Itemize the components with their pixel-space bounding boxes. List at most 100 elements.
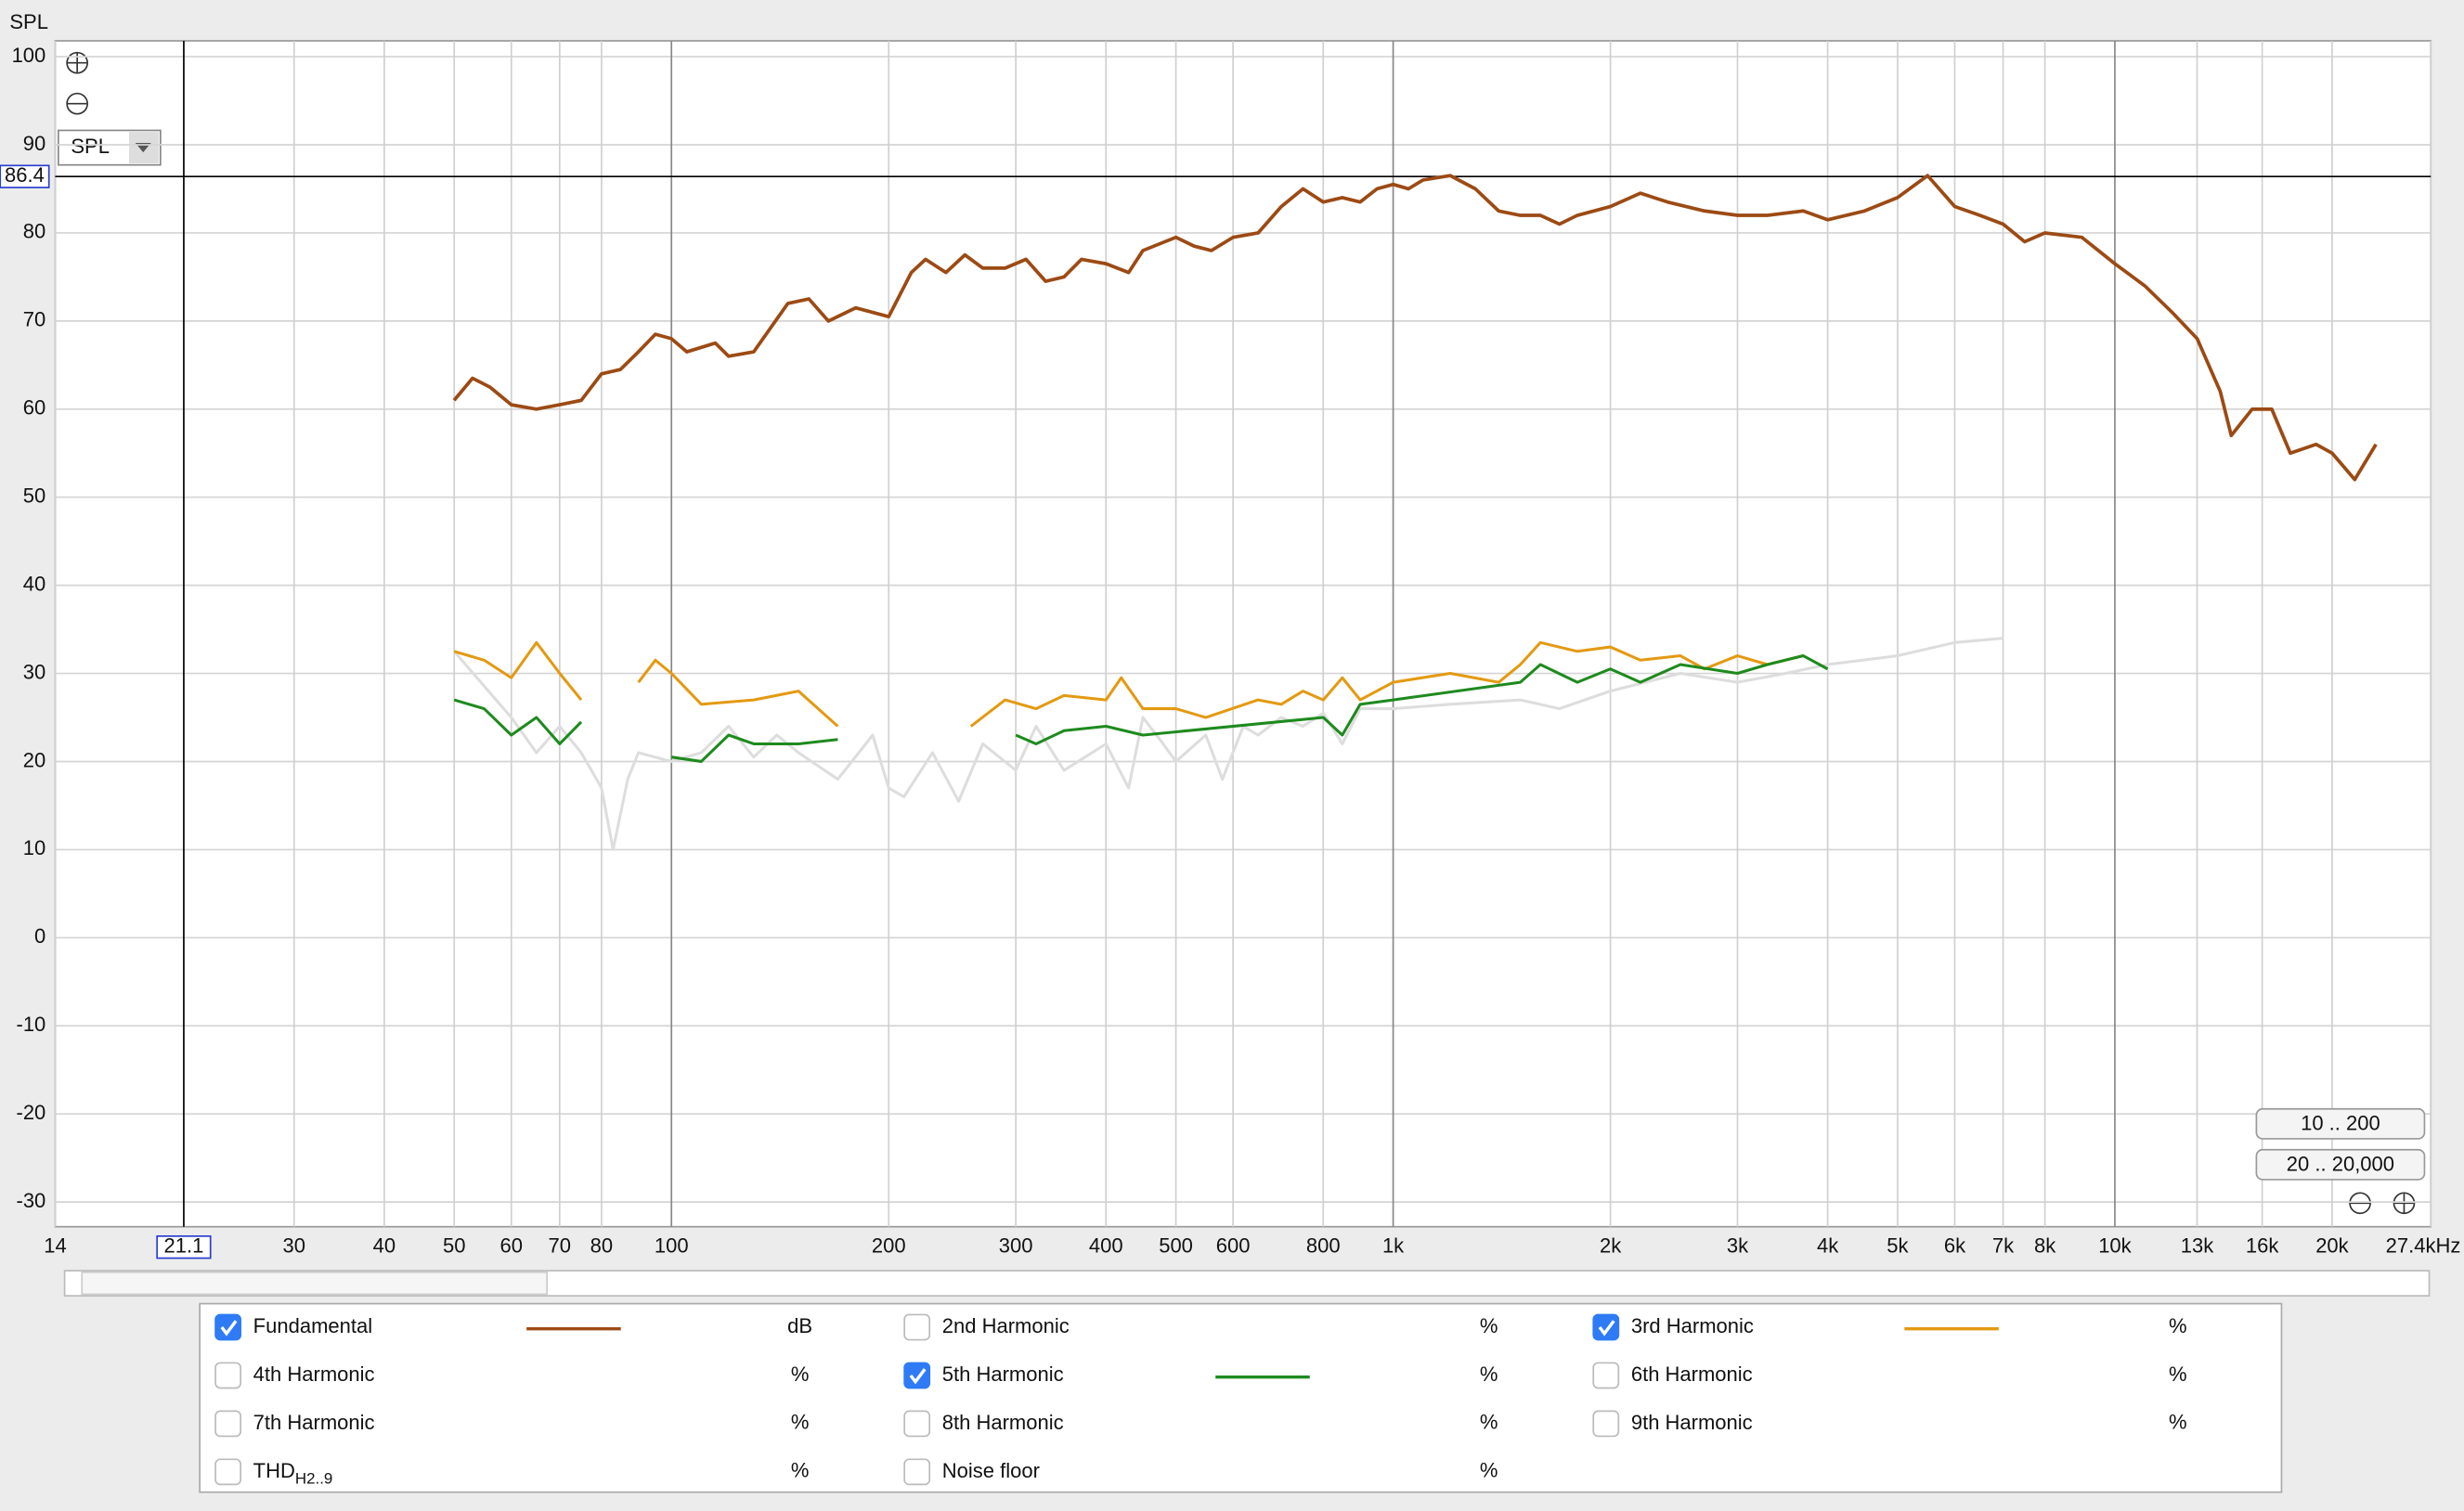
zoom-out[interactable] xyxy=(66,92,88,115)
y-tick-label: 80 xyxy=(23,220,45,243)
x-tick-label: 70 xyxy=(549,1234,571,1258)
x-tick-label: 50 xyxy=(443,1234,465,1258)
legend-unit: % xyxy=(1480,1459,1498,1482)
legend-label[interactable]: Noise floor xyxy=(942,1459,1040,1482)
legend-unit: % xyxy=(791,1411,810,1434)
legend-label-text: 5th Harmonic xyxy=(942,1362,1064,1386)
legend-checkbox[interactable] xyxy=(903,1410,931,1438)
legend-checkbox[interactable] xyxy=(1592,1410,1620,1438)
x-tick-label: 30 xyxy=(283,1234,305,1258)
legend-unit: % xyxy=(2169,1411,2187,1434)
legend-label[interactable]: 9th Harmonic xyxy=(1631,1411,1753,1434)
x-tick-label: 2k xyxy=(1600,1234,1622,1258)
y-tick-label: 30 xyxy=(23,660,45,683)
legend-label[interactable]: 3rd Harmonic xyxy=(1631,1314,1754,1337)
x-tick-label: 300 xyxy=(999,1234,1033,1258)
x-tick-label: 20k xyxy=(2315,1234,2349,1258)
x-tick-label: 5k xyxy=(1887,1234,1909,1258)
checkmark xyxy=(220,1320,238,1337)
legend-unit: % xyxy=(2169,1314,2187,1337)
legend-unit: % xyxy=(2169,1362,2187,1386)
legend-checkbox[interactable] xyxy=(214,1362,241,1389)
legend-label-text: 6th Harmonic xyxy=(1631,1362,1753,1386)
x-tick-label: 6k xyxy=(1944,1234,1966,1258)
y-tick-label: 100 xyxy=(12,44,46,67)
legend-checkbox[interactable] xyxy=(903,1458,931,1486)
range-button[interactable] xyxy=(2255,1148,2426,1181)
x-tick-label: 10k xyxy=(2098,1234,2132,1258)
grid xyxy=(54,41,2432,1227)
legend-label[interactable]: Fundamental xyxy=(253,1314,372,1337)
x-tick-label: 7k xyxy=(1992,1234,2015,1258)
legend-label-text: 8th Harmonic xyxy=(942,1411,1064,1434)
y-tick-label: 10 xyxy=(23,836,45,859)
legend-checkbox[interactable] xyxy=(903,1362,931,1389)
x-tick-label: 8k xyxy=(2034,1234,2056,1258)
legend-label-text: 7th Harmonic xyxy=(253,1411,375,1434)
legend-label[interactable]: 7th Harmonic xyxy=(253,1411,375,1434)
legend-unit: % xyxy=(1480,1314,1498,1337)
x-tick-label: 40 xyxy=(373,1234,396,1258)
legend-label[interactable]: 5th Harmonic xyxy=(942,1362,1064,1386)
y-tick-label: 90 xyxy=(23,132,45,155)
legend-checkbox[interactable] xyxy=(1592,1313,1620,1341)
legend-checkbox[interactable] xyxy=(214,1410,241,1438)
curves xyxy=(452,174,2378,851)
legend-checkbox[interactable] xyxy=(1592,1362,1620,1389)
y-selector[interactable]: SPL xyxy=(57,129,162,166)
x-tick-label: 4k xyxy=(1817,1234,1839,1258)
x-tick-label: 27.4kHz xyxy=(2386,1234,2461,1258)
x-tick-label: 600 xyxy=(1216,1234,1251,1258)
legend-unit: % xyxy=(791,1362,810,1386)
range-button[interactable] xyxy=(2255,1107,2426,1140)
legend-unit: % xyxy=(1480,1362,1498,1386)
legend-checkbox[interactable] xyxy=(214,1313,241,1341)
x-tick-label: 1k xyxy=(1382,1234,1405,1258)
legend-unit: % xyxy=(1480,1411,1498,1434)
y-tick-label: -20 xyxy=(17,1101,46,1124)
legend-label[interactable]: 4th Harmonic xyxy=(253,1362,375,1386)
legend-label[interactable]: 2nd Harmonic xyxy=(942,1314,1070,1337)
x-tick-label: 60 xyxy=(500,1234,523,1258)
x-zoom-out[interactable] xyxy=(2349,1192,2371,1215)
range-button-label[interactable]: 10 .. 200 xyxy=(2301,1112,2380,1135)
curve xyxy=(453,640,1804,728)
curve xyxy=(453,654,1829,763)
x-tick-label: 3k xyxy=(1727,1234,1749,1258)
y-tick-label: -30 xyxy=(17,1189,46,1212)
x-tick-label: 400 xyxy=(1089,1234,1123,1258)
x-tick-label: 800 xyxy=(1306,1234,1341,1258)
x-tick-label: 16k xyxy=(2246,1234,2279,1258)
legend-unit: % xyxy=(791,1459,810,1482)
y-selector-label[interactable]: SPL xyxy=(71,135,110,158)
legend-label-sub: H2..9 xyxy=(295,1470,332,1488)
checkmark xyxy=(909,1368,927,1385)
legend-unit: dB xyxy=(787,1314,812,1337)
y-tick-label: -10 xyxy=(17,1013,46,1036)
cursor-y-label: 86.4 xyxy=(5,163,45,187)
legend-checkbox[interactable] xyxy=(214,1458,241,1486)
legend-label-text: 3rd Harmonic xyxy=(1631,1314,1754,1337)
legend-label-text: Fundamental xyxy=(253,1314,372,1337)
curve xyxy=(452,637,2004,851)
legend-label-text: 4th Harmonic xyxy=(253,1362,375,1386)
range-button-label[interactable]: 20 .. 20,000 xyxy=(2287,1153,2394,1176)
legend-label-text: Noise floor xyxy=(942,1459,1040,1482)
x-tick-label: 500 xyxy=(1159,1234,1193,1258)
legend-label[interactable]: 8th Harmonic xyxy=(942,1411,1064,1434)
legend-label[interactable]: 6th Harmonic xyxy=(1631,1362,1753,1386)
y-axis-label: SPL xyxy=(9,10,48,33)
legend-label-text: 2nd Harmonic xyxy=(942,1314,1070,1337)
x-tick-label: 100 xyxy=(655,1234,689,1258)
legend-label[interactable]: THDH2..9 xyxy=(253,1459,333,1488)
y-tick-label: 40 xyxy=(23,572,45,595)
x-zoom-in[interactable] xyxy=(2393,1192,2416,1215)
legend-checkbox[interactable] xyxy=(903,1313,931,1341)
cursor-x-label: 21.1 xyxy=(164,1234,204,1258)
x-tick-label: 80 xyxy=(590,1234,613,1258)
zoom-in[interactable] xyxy=(66,51,88,74)
scroll-thumb[interactable] xyxy=(81,1271,548,1296)
legend-label-text: 9th Harmonic xyxy=(1631,1411,1753,1434)
